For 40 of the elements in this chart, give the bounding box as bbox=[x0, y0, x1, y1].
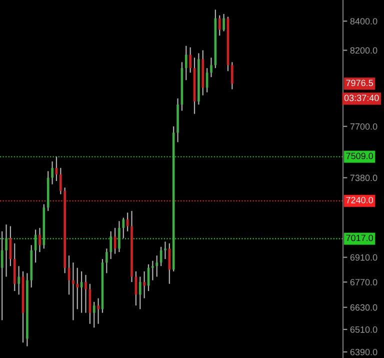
ref-line-label: 7509.0 bbox=[346, 152, 374, 160]
y-tick-label: 6770.0 bbox=[350, 279, 378, 286]
candlestick bbox=[18, 266, 20, 296]
candlestick bbox=[143, 270, 146, 299]
candlestick bbox=[184, 45, 188, 81]
candlestick bbox=[92, 301, 96, 328]
y-tick-label: 6390.0 bbox=[350, 348, 378, 356]
y-tick-label: 7380.0 bbox=[350, 174, 378, 182]
annotation: 7976.5 bbox=[346, 80, 373, 86]
candlestick bbox=[218, 14, 221, 36]
candlestick bbox=[97, 298, 100, 324]
candlestick bbox=[76, 267, 79, 310]
y-tick-label: 7700.0 bbox=[350, 123, 378, 130]
candlestick bbox=[118, 220, 120, 253]
candlestick bbox=[152, 260, 154, 281]
candlestick bbox=[189, 46, 192, 74]
y-tick-label: 8200.0 bbox=[350, 47, 378, 54]
y-tick-label: 6630.0 bbox=[350, 304, 378, 311]
y-tick-label: 8400.0 bbox=[350, 18, 378, 24]
candlestick bbox=[38, 227, 41, 253]
candlestick bbox=[156, 254, 158, 278]
y-tick-label: 6510.0 bbox=[350, 326, 378, 333]
candlestick bbox=[122, 217, 125, 239]
ref-line-label: 7017.0 bbox=[346, 234, 374, 242]
candlestick bbox=[110, 230, 112, 260]
candlestick bbox=[164, 241, 166, 260]
text: 03:37:40 bbox=[344, 94, 379, 102]
candlestick bbox=[231, 62, 234, 90]
ref-line-label: 7240.0 bbox=[346, 196, 374, 204]
candlestick bbox=[106, 248, 108, 274]
candlestick bbox=[210, 57, 212, 78]
candlestick bbox=[5, 224, 8, 278]
candlestick bbox=[60, 167, 62, 195]
candlestick bbox=[84, 274, 87, 314]
candlestick bbox=[138, 276, 142, 310]
candlestick bbox=[80, 270, 83, 314]
y-tick-label: 6910.0 bbox=[350, 254, 378, 261]
candlestick bbox=[72, 262, 74, 321]
candlestick bbox=[222, 13, 225, 32]
candlestick bbox=[51, 160, 54, 185]
